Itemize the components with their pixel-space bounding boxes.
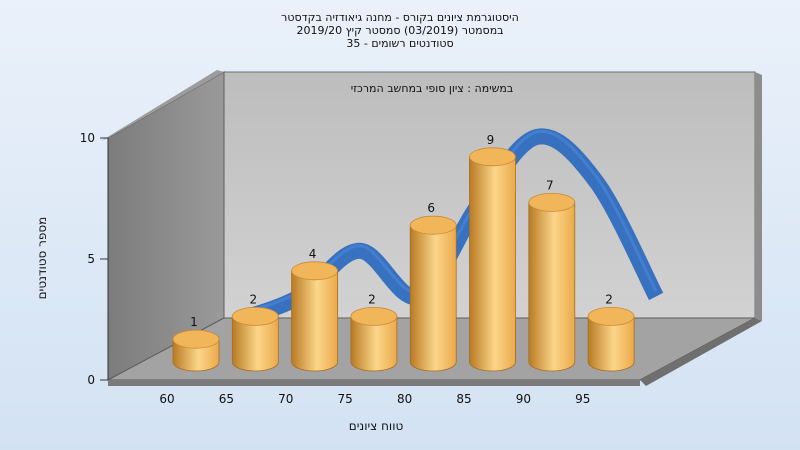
bar: 7	[528, 178, 576, 372]
bar: 2	[587, 292, 635, 372]
x-tick-label: 70	[278, 392, 293, 406]
bar-top	[350, 306, 398, 326]
bar-value-label: 1	[190, 315, 198, 329]
x-tick-label: 75	[338, 392, 353, 406]
bar-layer: 1 2 4 2 6 9 7 2	[172, 133, 635, 372]
x-tick-label: 65	[219, 392, 234, 406]
bar-top	[291, 261, 339, 281]
bar-value-label: 2	[605, 292, 613, 306]
bar-top	[409, 215, 457, 235]
bar-body	[291, 270, 338, 372]
bar-top	[231, 306, 279, 326]
bar-body	[350, 316, 398, 372]
bar-value-label: 2	[368, 292, 376, 306]
bar-top	[528, 192, 576, 212]
x-tick-label: 80	[397, 392, 412, 406]
x-tick-label: 90	[516, 392, 531, 406]
chart-title-line-2: במסמטר (03/2019) סמסטר קיץ 2019/20	[296, 24, 503, 37]
bar-top	[469, 147, 516, 167]
bar: 6	[409, 201, 457, 372]
y-axis-title: מספר סטודנטים	[35, 217, 49, 300]
bar-body	[409, 224, 457, 372]
bar-value-label: 2	[249, 292, 257, 306]
y-tick-label: 10	[80, 131, 95, 145]
chart-annotation: במשימה : ציון סופי במחשב המרכזי	[351, 82, 514, 95]
floor-front-edge	[108, 380, 640, 386]
bar: 2	[350, 292, 398, 372]
bar-value-label: 7	[546, 178, 554, 192]
bar: 1	[172, 315, 220, 372]
x-tick-layer: 60 65 70 75 80 85 90 95	[159, 392, 590, 406]
bar: 4	[291, 247, 339, 372]
bar-value-label: 9	[487, 133, 495, 147]
chart-title-line-3: סטודנטים רשומים - 35	[346, 37, 453, 50]
x-tick-label: 85	[456, 392, 471, 406]
x-tick-label: 95	[575, 392, 590, 406]
y-tick-label: 0	[87, 373, 95, 387]
x-tick-label: 60	[159, 392, 174, 406]
right-frame-edge	[755, 72, 762, 321]
bar-value-label: 4	[309, 247, 317, 261]
bar-top	[172, 329, 220, 349]
bar: 9	[469, 133, 516, 372]
y-tick-label: 5	[87, 252, 95, 266]
bar-body	[469, 156, 516, 372]
left-frame-edge	[101, 70, 224, 141]
bar-body	[587, 316, 635, 372]
x-axis-title: טווח ציונים	[349, 419, 404, 433]
bar-body	[231, 316, 279, 372]
right-floor-edge	[640, 318, 762, 386]
bar: 2	[231, 292, 279, 372]
y-tick-layer: 0 5 10	[80, 131, 108, 387]
bar-value-label: 6	[427, 201, 435, 215]
bar-body	[528, 202, 576, 372]
chart-title-line-1: היסטוגרמת ציונים בקורס - מחנה גיאודזיה ב…	[281, 11, 519, 24]
bar-top	[587, 306, 635, 326]
